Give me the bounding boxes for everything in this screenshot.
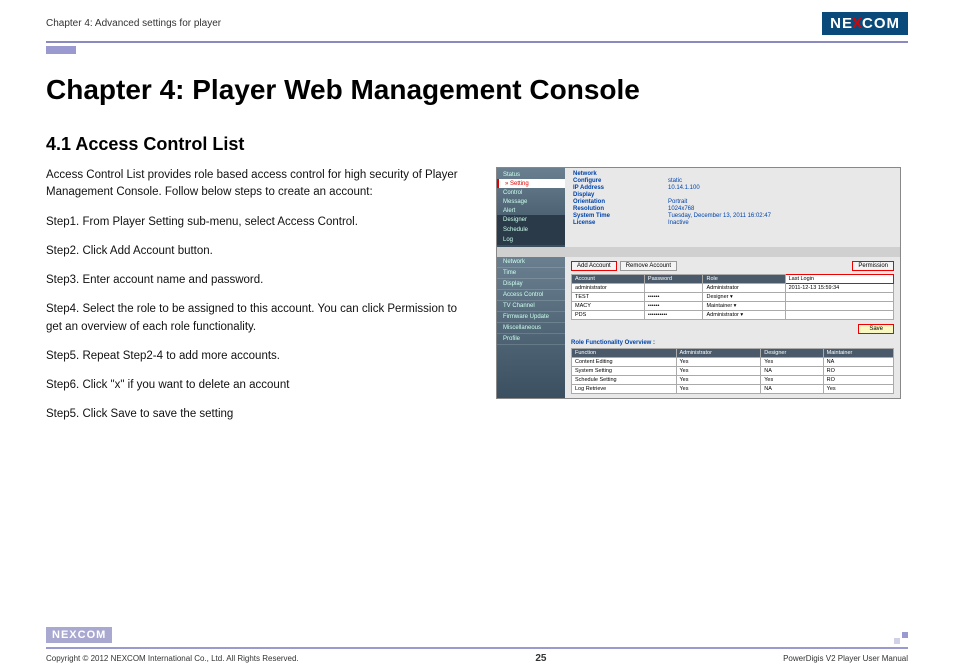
page-content: Chapter 4: Player Web Management Console… [0, 54, 954, 436]
configure-value: static [668, 178, 682, 184]
license-heading: License [573, 220, 668, 226]
section-title: 4.1 Access Control List [46, 134, 908, 155]
tab-access-control[interactable]: Access Control [497, 290, 565, 301]
table-row: Schedule SettingYesYesRO [572, 376, 894, 385]
accent-bar [46, 46, 76, 54]
sidebar-message[interactable]: Message [497, 197, 565, 206]
copyright-text: Copyright © 2012 NEXCOM International Co… [46, 654, 299, 663]
table-row: Content EditingYesYesNA [572, 358, 894, 367]
systime-heading: System Time [573, 213, 668, 219]
intro-text: Access Control List provides role based … [46, 167, 466, 202]
chapter-title: Chapter 4: Player Web Management Console [46, 74, 908, 106]
col-role: Role [703, 275, 785, 284]
sidebar-schedule[interactable]: Schedule [497, 225, 565, 235]
license-value: Inactive [668, 220, 689, 226]
accounts-table: Account Password Role Last Login adminis… [571, 274, 894, 320]
doc-footer: NEXCOM Copyright © 2012 NEXCOM Internati… [46, 625, 908, 664]
table-row: administratorAdministrator2011-12-13 15:… [572, 284, 894, 293]
step-5: Step5. Repeat Step2-4 to add more accoun… [46, 348, 466, 365]
overview-table: FunctionAdministratorDesignerMaintainer … [571, 348, 894, 394]
tab-misc[interactable]: Miscellaneous [497, 323, 565, 334]
instructions-column: Access Control List provides role based … [46, 167, 466, 436]
tab-tv-channel[interactable]: TV Channel [497, 301, 565, 312]
sidebar-status[interactable]: Status [497, 170, 565, 179]
info-panel: Network Configurestatic IP Address10.14.… [565, 168, 900, 247]
systime-value: Tuesday, December 13, 2011 16:02:47 [668, 213, 771, 219]
chapter-breadcrumb: Chapter 4: Advanced settings for player [46, 18, 221, 29]
res-value: 1024x768 [668, 206, 694, 212]
ip-label: IP Address [573, 185, 668, 191]
step-3: Step3. Enter account name and password. [46, 272, 466, 289]
footer-rule [46, 647, 908, 649]
display-heading: Display [573, 192, 668, 198]
orient-label: Orientation [573, 199, 668, 205]
step-1: Step1. From Player Setting sub-menu, sel… [46, 214, 466, 231]
table-header-row: Account Password Role Last Login [572, 275, 894, 284]
sidebar-designer[interactable]: Designer [497, 215, 565, 225]
res-label: Resolution [573, 206, 668, 212]
step-7: Step5. Click Save to save the setting [46, 406, 466, 423]
sidebar-control[interactable]: Control [497, 188, 565, 197]
sidebar-setting[interactable]: » Setting [497, 179, 565, 188]
table-row: MACY••••••Maintainer ▾ [572, 302, 894, 311]
configure-label: Configure [573, 178, 668, 184]
sidebar-top: Status » Setting Control Message Alert D… [497, 168, 565, 247]
header-rule [46, 41, 908, 43]
network-heading: Network [573, 171, 668, 177]
tab-network[interactable]: Network [497, 257, 565, 268]
col-last-login: Last Login [785, 275, 893, 284]
permission-button[interactable]: Permission [852, 261, 894, 271]
nexcom-logo: NEXCOM [822, 12, 908, 35]
tab-time[interactable]: Time [497, 268, 565, 279]
overview-title: Role Functionality Overview : [571, 340, 894, 346]
step-2: Step2. Click Add Account button. [46, 243, 466, 260]
save-button[interactable]: Save [858, 324, 894, 334]
sidebar-log[interactable]: Log [497, 235, 565, 245]
screenshot-column: Status » Setting Control Message Alert D… [496, 167, 908, 436]
step-6: Step6. Click "x" if you want to delete a… [46, 377, 466, 394]
tab-display[interactable]: Display [497, 279, 565, 290]
col-account: Account [572, 275, 645, 284]
page-number: 25 [535, 653, 546, 664]
table-row: System SettingYesNARO [572, 367, 894, 376]
table-row: TEST••••••Designer ▾ [572, 293, 894, 302]
doc-header: Chapter 4: Advanced settings for player … [0, 0, 954, 41]
col-password: Password [644, 275, 703, 284]
table-row: Log RetrieveYesNAYes [572, 385, 894, 394]
tab-firmware[interactable]: Firmware Update [497, 312, 565, 323]
settings-tabs: Network Time Display Access Control TV C… [497, 257, 565, 398]
step-4: Step4. Select the role to be assigned to… [46, 301, 466, 336]
footer-logo: NEXCOM [46, 627, 112, 643]
access-control-panel: Add Account Remove Account Permission Ac… [565, 257, 900, 398]
tab-profile[interactable]: Profile [497, 334, 565, 345]
remove-account-button[interactable]: Remove Account [620, 261, 677, 271]
ip-value: 10.14.1.100 [668, 185, 700, 191]
console-screenshot: Status » Setting Control Message Alert D… [496, 167, 901, 399]
doc-title: PowerDigis V2 Player User Manual [783, 654, 908, 663]
table-row: PDS••••••••••Administrator ▾ [572, 311, 894, 320]
add-account-button[interactable]: Add Account [571, 261, 617, 271]
orient-value: Portrait [668, 199, 687, 205]
sidebar-alert[interactable]: Alert [497, 206, 565, 215]
